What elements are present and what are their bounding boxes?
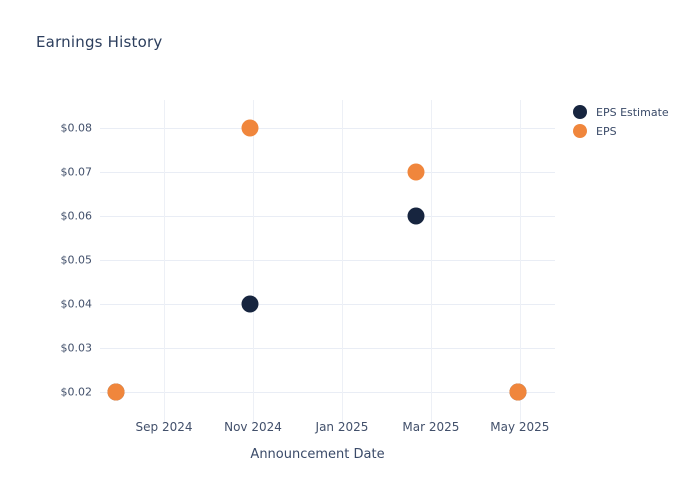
legend-label: EPS xyxy=(596,124,617,138)
plot-area xyxy=(100,100,555,423)
vertical-gridline xyxy=(430,100,432,423)
data-point-eps[interactable] xyxy=(241,119,259,137)
y-tick-label: $0.06 xyxy=(60,209,93,223)
x-tick-label: Nov 2024 xyxy=(224,420,282,434)
data-point-eps[interactable] xyxy=(509,383,527,401)
data-point-eps[interactable] xyxy=(407,163,425,181)
y-tick-label: $0.07 xyxy=(60,165,93,179)
y-axis-tick-labels: $0.02 $0.03 $0.04 $0.05 $0.06 $0.07 $0.08 xyxy=(0,100,93,417)
x-axis-tick-labels: Sep 2024 Nov 2024 Jan 2025 Mar 2025 May 2025 xyxy=(100,420,555,436)
y-tick-label: $0.04 xyxy=(60,297,93,311)
x-tick-label: Sep 2024 xyxy=(135,420,193,434)
vertical-gridline xyxy=(519,100,521,423)
legend-item-eps[interactable]: EPS xyxy=(573,124,669,138)
horizontal-gridline xyxy=(100,128,555,130)
data-point-eps[interactable] xyxy=(107,383,125,401)
legend-label: EPS Estimate xyxy=(596,105,669,119)
eps-estimate-marker-icon xyxy=(573,105,587,119)
eps-marker-icon xyxy=(573,124,587,138)
data-point-eps-estimate[interactable] xyxy=(407,207,425,225)
horizontal-gridline xyxy=(100,260,555,262)
y-tick-label: $0.08 xyxy=(60,121,93,135)
vertical-gridline xyxy=(164,100,166,423)
x-tick-label: Mar 2025 xyxy=(402,420,460,434)
legend-item-eps-estimate[interactable]: EPS Estimate xyxy=(573,105,669,119)
horizontal-gridline xyxy=(100,172,555,174)
horizontal-gridline xyxy=(100,304,555,305)
y-tick-label: $0.02 xyxy=(60,385,93,399)
x-tick-label: May 2025 xyxy=(490,420,550,434)
chart-title: Earnings History xyxy=(36,33,163,51)
horizontal-gridline xyxy=(100,347,555,349)
data-point-eps-estimate[interactable] xyxy=(241,295,259,313)
horizontal-gridline xyxy=(100,391,555,393)
y-tick-label: $0.05 xyxy=(60,253,93,267)
vertical-gridline xyxy=(253,100,254,423)
y-tick-label: $0.03 xyxy=(60,341,93,355)
x-axis-title: Announcement Date xyxy=(250,447,385,462)
horizontal-gridline xyxy=(100,216,555,218)
x-tick-label: Jan 2025 xyxy=(315,420,369,434)
legend: EPS Estimate EPS xyxy=(573,105,669,138)
vertical-gridline xyxy=(341,100,343,423)
